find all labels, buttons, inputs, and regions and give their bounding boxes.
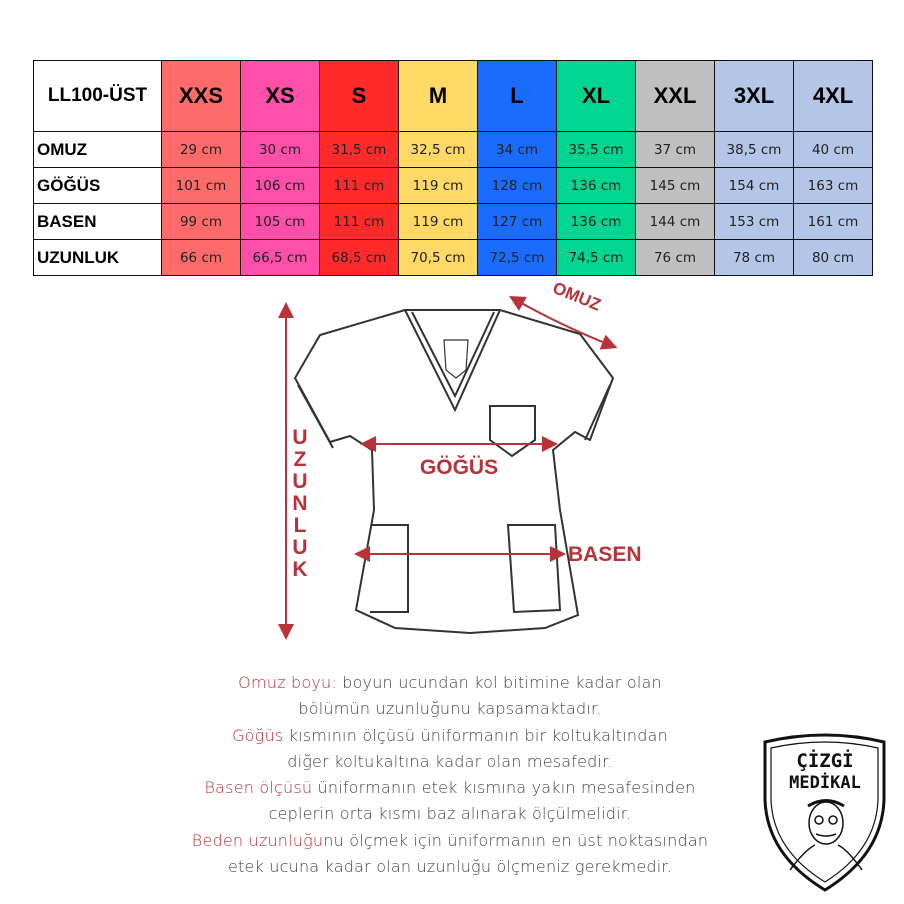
instruction-text: üniformanın etek kısmına yakın mesafesin… bbox=[312, 778, 696, 798]
instruction-line: Basen ölçüsü üniformanın etek kısmına ya… bbox=[180, 775, 720, 801]
size-header-4xl: 4XL bbox=[793, 60, 873, 132]
instruction-text: etek ucuna kadar olan uzunluğu ölçmeniz … bbox=[227, 857, 673, 877]
uzunluk-letter: U bbox=[292, 426, 307, 449]
table-cell: 35,5 cm bbox=[556, 131, 636, 168]
uzunluk-letter: Z bbox=[294, 448, 307, 471]
table-cell: 154 cm bbox=[714, 167, 794, 204]
cizgi-medikal-logo: ÇİZGİ MEDİKAL bbox=[763, 733, 886, 892]
instruction-term: Beden uzunluğu bbox=[191, 830, 324, 850]
size-header-xxl: XXL bbox=[635, 60, 715, 132]
instruction-text: ceplerin orta kısmı baz alınarak ölçülme… bbox=[268, 804, 632, 824]
brand-tag bbox=[443, 339, 469, 379]
gogus-label: GÖĞÜS bbox=[420, 455, 498, 479]
instruction-line: diğer koltukaltına kadar olan mesafedir. bbox=[180, 749, 720, 775]
table-cell: 70,5 cm bbox=[398, 239, 478, 276]
instruction-text: bölümün uzunluğunu kapsamaktadır. bbox=[298, 699, 602, 719]
table-row: UZUNLUK 66 cm 66,5 cm 68,5 cm 70,5 cm 72,5 cm… bbox=[33, 239, 873, 276]
table-cell: 66,5 cm bbox=[240, 239, 320, 276]
measurement-instructions: Omuz boyu: boyun ucundan kol bitimine ka… bbox=[180, 670, 720, 880]
omuz-label: OMUZ bbox=[550, 278, 604, 314]
instruction-text: nu ölçmek için üniformanın en üst noktas… bbox=[323, 830, 709, 850]
table-cell: 37 cm bbox=[635, 131, 715, 168]
size-header-xl: XL bbox=[556, 60, 636, 132]
size-header-m: M bbox=[398, 60, 478, 132]
instruction-line: ceplerin orta kısmı baz alınarak ölçülme… bbox=[180, 801, 720, 827]
omuz-arrow bbox=[509, 296, 618, 350]
table-cell: 106 cm bbox=[240, 167, 320, 204]
instruction-line: Göğüs kısmının ölçüsü üniformanın bir ko… bbox=[180, 723, 720, 749]
table-cell: 99 cm bbox=[161, 203, 241, 240]
uzunluk-letter: U bbox=[292, 536, 307, 559]
row-label: UZUNLUK bbox=[33, 239, 162, 276]
uzunluk-letter: U bbox=[292, 470, 307, 493]
uzunluk-letter: K bbox=[292, 558, 307, 581]
instruction-line: bölümün uzunluğunu kapsamaktadır. bbox=[180, 696, 720, 722]
size-header-row: LL100-ÜST XXS XS S M L XL XXL 3XL 4XL bbox=[33, 60, 873, 132]
table-cell: 119 cm bbox=[398, 167, 478, 204]
svg-text:MEDİKAL: MEDİKAL bbox=[789, 771, 861, 793]
table-cell: 119 cm bbox=[398, 203, 478, 240]
scrub-top-outline bbox=[293, 309, 615, 635]
size-chart-table: LL100-ÜST XXS XS S M L XL XXL 3XL 4XL OMUZ 29 cm 3… bbox=[33, 60, 873, 276]
table-cell: 72,5 cm bbox=[477, 239, 557, 276]
table-cell: 101 cm bbox=[161, 167, 241, 204]
instruction-line: Beden uzunluğunu ölçmek için üniformanın… bbox=[180, 828, 720, 854]
table-row: OMUZ 29 cm 30 cm 31,5 cm 32,5 cm 34 cm 35,5 cm… bbox=[33, 131, 873, 168]
size-header-3xl: 3XL bbox=[714, 60, 794, 132]
instruction-text: boyun ucundan kol bitimine kadar olan bbox=[336, 673, 662, 692]
size-header-l: L bbox=[477, 60, 557, 132]
table-cell: 144 cm bbox=[635, 203, 715, 240]
table-cell: 163 cm bbox=[793, 167, 873, 204]
table-cell: 136 cm bbox=[556, 203, 636, 240]
table-cell: 30 cm bbox=[240, 131, 320, 168]
table-cell: 111 cm bbox=[319, 167, 399, 204]
uzunluk-label: UZUNLUK bbox=[292, 426, 307, 581]
table-cell: 38,5 cm bbox=[714, 131, 794, 168]
table-cell: 78 cm bbox=[714, 239, 794, 276]
uzunluk-letter: N bbox=[292, 492, 307, 515]
table-cell: 161 cm bbox=[793, 203, 873, 240]
instruction-text: diğer koltukaltına kadar olan mesafedir. bbox=[287, 751, 613, 771]
table-cell: 29 cm bbox=[161, 131, 241, 168]
size-header-xs: XS bbox=[240, 60, 320, 132]
instruction-line: etek ucuna kadar olan uzunluğu ölçmeniz … bbox=[180, 854, 720, 880]
table-cell: 111 cm bbox=[319, 203, 399, 240]
model-code: LL100-ÜST bbox=[33, 60, 162, 132]
table-cell: 136 cm bbox=[556, 167, 636, 204]
instruction-term: Göğüs bbox=[232, 725, 284, 745]
basen-label: BASEN bbox=[568, 543, 642, 566]
instruction-line: Omuz boyu: boyun ucundan kol bitimine ka… bbox=[180, 670, 720, 696]
size-header-xxs: XXS bbox=[161, 60, 241, 132]
table-cell: 153 cm bbox=[714, 203, 794, 240]
instruction-term: Omuz boyu: bbox=[238, 673, 337, 692]
uzunluk-letter: L bbox=[294, 514, 307, 537]
table-row: BASEN 99 cm 105 cm 111 cm 119 cm 127 cm 136 cm… bbox=[33, 203, 873, 240]
instruction-text: kısmının ölçüsü üniformanın bir koltukal… bbox=[283, 725, 668, 745]
doctor-caricature-icon bbox=[789, 799, 863, 871]
table-cell: 80 cm bbox=[793, 239, 873, 276]
row-label: OMUZ bbox=[33, 131, 162, 168]
table-cell: 40 cm bbox=[793, 131, 873, 168]
table-cell: 128 cm bbox=[477, 167, 557, 204]
svg-text:ÇİZGİ: ÇİZGİ bbox=[796, 748, 853, 772]
table-cell: 76 cm bbox=[635, 239, 715, 276]
row-label: GÖĞÜS bbox=[33, 167, 162, 204]
table-cell: 74,5 cm bbox=[556, 239, 636, 276]
table-cell: 127 cm bbox=[477, 203, 557, 240]
table-cell: 31,5 cm bbox=[319, 131, 399, 168]
instruction-term: Basen ölçüsü bbox=[204, 778, 313, 798]
